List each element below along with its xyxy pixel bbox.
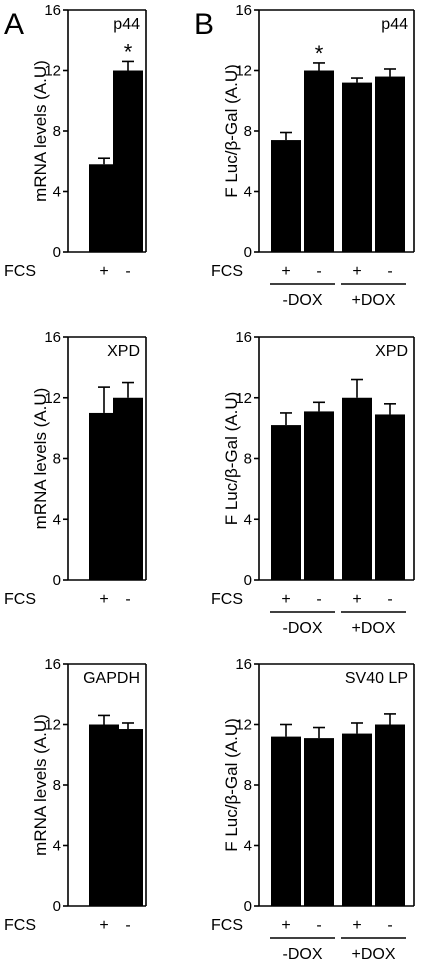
y-tick-label: 0 — [244, 244, 252, 261]
y-tick-label: 12 — [235, 717, 252, 734]
y-tick-label: 16 — [235, 329, 252, 346]
chart-b3: 0 4 8 12 16 F Luc/β-Gal (A.U) SV40 LP + - + - FCS -D… — [211, 656, 415, 963]
fcs-sign-label: - — [125, 591, 130, 608]
y-tick-label: 8 — [53, 451, 61, 468]
chart-b2: 0 4 8 12 16 F Luc/β-Gal (A.U) XPD + - + - FCS -DOX +D… — [211, 329, 415, 637]
bar — [271, 425, 301, 580]
y-tick-label: 4 — [53, 838, 61, 855]
gene-label: GAPDH — [83, 670, 140, 687]
bar — [304, 738, 334, 906]
bar — [375, 414, 405, 580]
y-tick-label: 4 — [244, 511, 252, 528]
gene-label: p44 — [381, 16, 408, 33]
y-axis-label: F Luc/β-Gal (A.U) — [222, 392, 241, 526]
fcs-label: FCS — [4, 591, 36, 608]
bar — [271, 736, 301, 906]
bar — [342, 397, 372, 580]
fcs-sign-label: - — [387, 263, 392, 280]
y-tick-label: 0 — [53, 572, 61, 589]
dox-group-label: +DOX — [351, 292, 395, 309]
dox-group-label: -DOX — [283, 946, 323, 963]
bar — [375, 724, 405, 906]
y-axis-label: F Luc/β-Gal (A.U) — [222, 718, 241, 852]
y-tick-label: 12 — [44, 390, 61, 407]
y-axis-label: mRNA levels (A.U) — [31, 388, 50, 530]
bar — [304, 411, 334, 580]
y-tick-label: 8 — [53, 777, 61, 794]
y-tick-label: 16 — [44, 2, 61, 19]
fcs-sign-label: + — [99, 591, 108, 608]
y-tick-label: 12 — [44, 63, 61, 80]
significance-star: * — [124, 39, 133, 64]
dox-group-label: -DOX — [283, 292, 323, 309]
y-tick-label: 0 — [53, 244, 61, 261]
fcs-sign-label: - — [387, 591, 392, 608]
fcs-label: FCS — [4, 917, 36, 934]
gene-label: SV40 LP — [345, 670, 408, 687]
y-tick-label: 16 — [235, 656, 252, 673]
dox-group-label: -DOX — [283, 620, 323, 637]
dox-group-label: +DOX — [351, 946, 395, 963]
y-tick-label: 8 — [244, 777, 252, 794]
fcs-label: FCS — [211, 591, 243, 608]
fcs-label: FCS — [211, 263, 243, 280]
fcs-label: FCS — [211, 917, 243, 934]
fcs-sign-label: - — [387, 917, 392, 934]
y-tick-label: 8 — [244, 123, 252, 140]
y-tick-label: 8 — [53, 123, 61, 140]
panel-letter-b: B — [194, 8, 214, 41]
y-axis-label: F Luc/β-Gal (A.U) — [222, 64, 241, 198]
bar — [342, 82, 372, 252]
fcs-sign-label: + — [99, 263, 108, 280]
gene-label: XPD — [107, 343, 140, 360]
bar — [113, 397, 143, 580]
chart-a1: 0 4 8 12 16 mRNA levels (A.U) p44 + * - FCS — [4, 2, 147, 280]
fcs-sign-label: + — [281, 917, 290, 934]
chart-a2: 0 4 8 12 16 mRNA levels (A.U) XPD + - FCS — [4, 329, 147, 608]
fcs-sign-label: + — [352, 591, 361, 608]
fcs-sign-label: + — [352, 263, 361, 280]
fcs-sign-label: + — [281, 263, 290, 280]
fcs-sign-label: - — [316, 263, 321, 280]
y-tick-label: 0 — [53, 898, 61, 915]
y-tick-label: 12 — [44, 717, 61, 734]
y-tick-label: 16 — [44, 329, 61, 346]
bar — [113, 729, 143, 906]
dox-group-label: +DOX — [351, 620, 395, 637]
y-axis-label: mRNA levels (A.U) — [31, 60, 50, 202]
y-tick-label: 4 — [244, 184, 252, 201]
y-tick-label: 0 — [244, 898, 252, 915]
bar — [271, 140, 301, 252]
fcs-sign-label: - — [125, 263, 130, 280]
significance-star: * — [315, 41, 324, 66]
fcs-label: FCS — [4, 263, 36, 280]
fcs-sign-label: + — [281, 591, 290, 608]
bar — [375, 76, 405, 252]
fcs-sign-label: - — [125, 917, 130, 934]
y-tick-label: 12 — [235, 390, 252, 407]
y-tick-label: 4 — [244, 838, 252, 855]
bar — [342, 733, 372, 906]
fcs-sign-label: + — [99, 917, 108, 934]
fcs-sign-label: - — [316, 591, 321, 608]
y-tick-label: 4 — [53, 184, 61, 201]
fcs-sign-label: - — [316, 917, 321, 934]
chart-b1: 0 4 8 12 16 F Luc/β-Gal (A.U) p44 + * - + - FCS -DOX +… — [211, 2, 415, 309]
gene-label: p44 — [113, 16, 140, 33]
fcs-sign-label: + — [352, 917, 361, 934]
gene-label: XPD — [375, 343, 408, 360]
y-tick-label: 8 — [244, 451, 252, 468]
y-tick-label: 12 — [235, 63, 252, 80]
y-tick-label: 16 — [44, 656, 61, 673]
bar — [304, 70, 334, 252]
chart-a3: 0 4 8 12 16 mRNA levels (A.U) GAPDH + - FCS — [4, 656, 147, 934]
y-tick-label: 16 — [235, 2, 252, 19]
y-axis-label: mRNA levels (A.U) — [31, 714, 50, 856]
y-tick-label: 4 — [53, 511, 61, 528]
panel-letter-a: A — [4, 8, 24, 41]
bar — [113, 70, 143, 252]
y-tick-label: 0 — [244, 572, 252, 589]
